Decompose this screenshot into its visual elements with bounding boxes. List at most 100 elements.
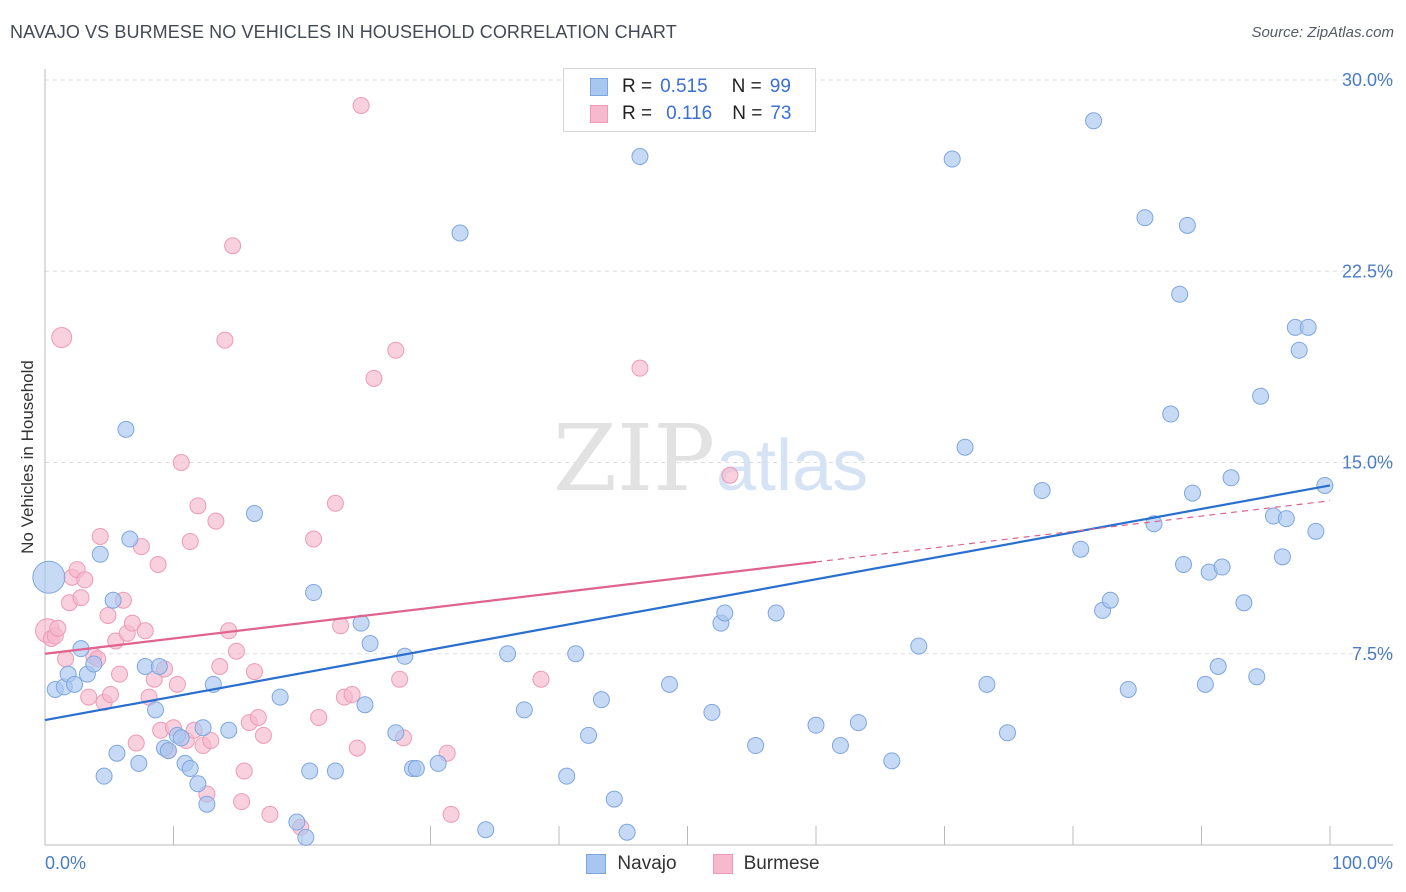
- navajo-point: [515, 701, 533, 719]
- burmese-point: [387, 341, 405, 359]
- navajo-point: [305, 584, 323, 602]
- navajo-point: [703, 703, 721, 721]
- legend-n-label: N =: [732, 103, 763, 124]
- legend-item-burmese[interactable]: Burmese: [712, 853, 820, 875]
- burmese-point: [442, 805, 460, 823]
- burmese-trend-line: [44, 560, 817, 655]
- burmese-point: [202, 731, 220, 749]
- burmese-point: [233, 793, 251, 811]
- chart-title: NAVAJO VS BURMESE NO VEHICLES IN HOUSEHO…: [10, 22, 677, 42]
- navajo-point: [831, 737, 849, 755]
- burmese-point: [111, 665, 129, 683]
- burmese-point: [149, 556, 167, 573]
- navajo-point: [32, 560, 66, 594]
- burmese-point: [123, 614, 141, 632]
- navajo-point: [1290, 341, 1308, 359]
- burmese-point: [343, 686, 361, 704]
- navajo-point: [245, 505, 263, 522]
- navajo-point: [1213, 558, 1231, 576]
- burmese-point: [76, 571, 94, 589]
- navajo-point: [117, 420, 135, 438]
- navajo-point: [978, 675, 996, 693]
- navajo-point: [429, 754, 447, 772]
- navajo-point: [1085, 112, 1103, 130]
- navajo-point: [943, 150, 961, 168]
- legend-row-navajo: R = 0.515 N = 99: [590, 75, 791, 99]
- burmese-point: [305, 530, 323, 548]
- navajo-point: [1119, 680, 1137, 698]
- navajo-point: [1196, 675, 1214, 693]
- navajo-point: [499, 645, 517, 663]
- legend-swatch-navajo: [590, 78, 608, 96]
- burmese-point: [352, 97, 370, 114]
- watermark: ZIP atlas: [553, 405, 868, 512]
- legend-row-burmese: R = 0.116 N = 73: [590, 102, 792, 126]
- burmese-point: [216, 331, 234, 349]
- trend-layer: [44, 484, 1331, 722]
- navajo-point: [147, 701, 165, 719]
- burmese-point: [391, 670, 409, 688]
- navajo-point: [1222, 469, 1240, 487]
- watermark-atlas: atlas: [716, 426, 868, 506]
- legend-r-value: 0.515: [660, 76, 708, 97]
- burmese-point: [365, 369, 383, 387]
- y-tick-label: 22.5%: [1342, 261, 1393, 281]
- navajo-point: [1209, 658, 1227, 675]
- legend-r-value: 0.116: [666, 103, 713, 124]
- burmese-point: [261, 805, 279, 823]
- burmese-point: [181, 533, 199, 551]
- legend-swatch-burmese: [712, 854, 733, 874]
- navajo-point: [1248, 668, 1266, 686]
- legend-r-label: R =: [622, 103, 653, 124]
- navajo-point: [104, 591, 122, 609]
- navajo-point: [605, 790, 623, 808]
- navajo-point: [567, 645, 585, 663]
- burmese-point: [72, 589, 90, 607]
- navajo-point: [1136, 209, 1154, 227]
- navajo-point: [301, 762, 319, 780]
- navajo-point: [271, 688, 289, 706]
- burmese-point: [189, 497, 207, 515]
- burmese-point: [211, 658, 229, 675]
- navajo-point: [1252, 387, 1270, 405]
- y-tick-label: 15.0%: [1342, 453, 1393, 473]
- burmese-point: [51, 327, 73, 349]
- navajo-point: [1162, 405, 1180, 423]
- navajo-point: [1307, 522, 1325, 540]
- navajo-point: [91, 545, 109, 563]
- burmese-point: [631, 359, 649, 377]
- burmese-point: [127, 734, 145, 752]
- navajo-point: [198, 795, 216, 813]
- burmese-point: [532, 670, 550, 688]
- legend-swatch-navajo: [586, 854, 607, 874]
- burmese-point: [172, 454, 190, 471]
- burmese-point: [224, 237, 242, 255]
- navajo-point: [297, 828, 315, 846]
- burmese-point: [245, 663, 263, 681]
- navajo-point: [1033, 482, 1051, 500]
- burmese-point: [310, 709, 328, 726]
- navajo-point: [1273, 548, 1291, 566]
- navajo-point: [807, 716, 825, 734]
- source-label: Source: ZipAtlas.com: [1251, 24, 1394, 41]
- navajo-point: [220, 721, 238, 739]
- legend-n-label: N =: [731, 76, 762, 97]
- stats-legend: R = 0.515 N = 99 R = 0.116 N = 73: [563, 68, 816, 132]
- burmese-point: [249, 709, 267, 726]
- navajo-point: [108, 744, 126, 762]
- navajo-point: [1184, 484, 1202, 502]
- burmese-point: [57, 650, 75, 668]
- navajo-point: [1072, 540, 1090, 558]
- navajo-point: [66, 675, 84, 693]
- navajo-point: [326, 762, 344, 780]
- navajo-point: [1235, 594, 1253, 612]
- navajo-point: [85, 655, 103, 673]
- legend-item-navajo[interactable]: Navajo: [586, 853, 677, 875]
- navajo-point: [558, 767, 576, 785]
- navajo-point: [136, 658, 154, 675]
- burmese-point: [102, 686, 120, 704]
- navajo-point: [767, 604, 785, 622]
- burmese-point: [99, 607, 117, 624]
- navajo-point: [181, 760, 199, 777]
